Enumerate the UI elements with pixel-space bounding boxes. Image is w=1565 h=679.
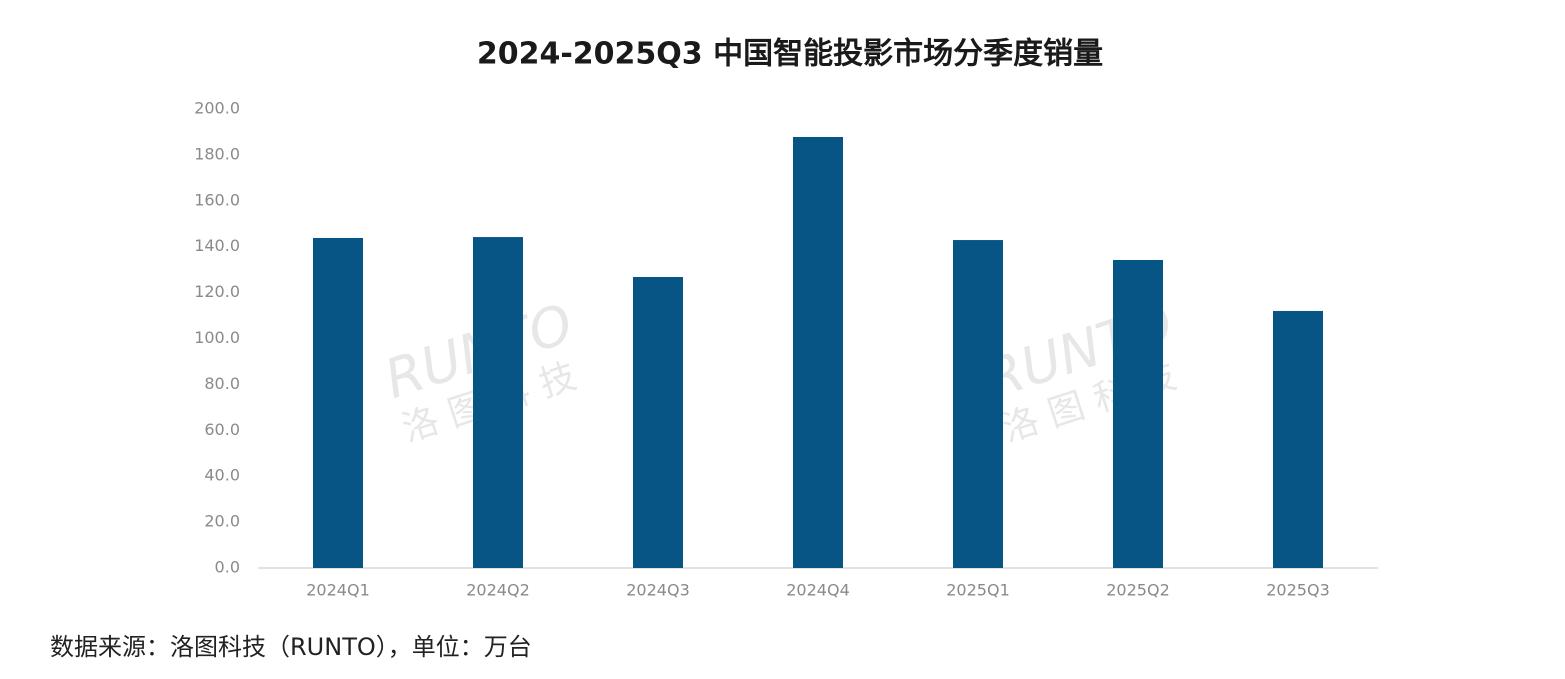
bar xyxy=(313,237,363,568)
source-note: 数据来源：洛图科技（RUNTO），单位：万台 xyxy=(50,633,532,661)
y-tick-label: 120.0 xyxy=(194,282,240,301)
x-tick-label: 2025Q3 xyxy=(1266,581,1330,600)
x-tick-label: 2025Q2 xyxy=(1106,581,1170,600)
x-tick-label: 2024Q2 xyxy=(466,581,530,600)
x-tick-label: 2024Q3 xyxy=(626,581,690,600)
y-tick-label: 80.0 xyxy=(204,374,240,393)
bar xyxy=(633,276,683,568)
y-tick-label: 20.0 xyxy=(204,512,240,531)
x-tick-label: 2024Q1 xyxy=(306,581,370,600)
y-tick-label: 160.0 xyxy=(194,190,240,209)
bar xyxy=(473,237,523,568)
bar xyxy=(1273,310,1323,568)
chart-title: 2024-2025Q3 中国智能投影市场分季度销量 xyxy=(477,37,1103,72)
y-tick-label: 140.0 xyxy=(194,236,240,255)
y-tick-label: 100.0 xyxy=(194,328,240,347)
y-tick-label: 0.0 xyxy=(215,558,240,577)
bar xyxy=(953,240,1003,568)
bar xyxy=(793,136,843,568)
bar xyxy=(1113,260,1163,568)
y-tick-label: 180.0 xyxy=(194,144,240,163)
x-tick-label: 2024Q4 xyxy=(786,581,850,600)
y-tick-label: 60.0 xyxy=(204,420,240,439)
x-tick-label: 2025Q1 xyxy=(946,581,1010,600)
y-tick-label: 40.0 xyxy=(204,466,240,485)
y-tick-label: 200.0 xyxy=(194,99,240,118)
